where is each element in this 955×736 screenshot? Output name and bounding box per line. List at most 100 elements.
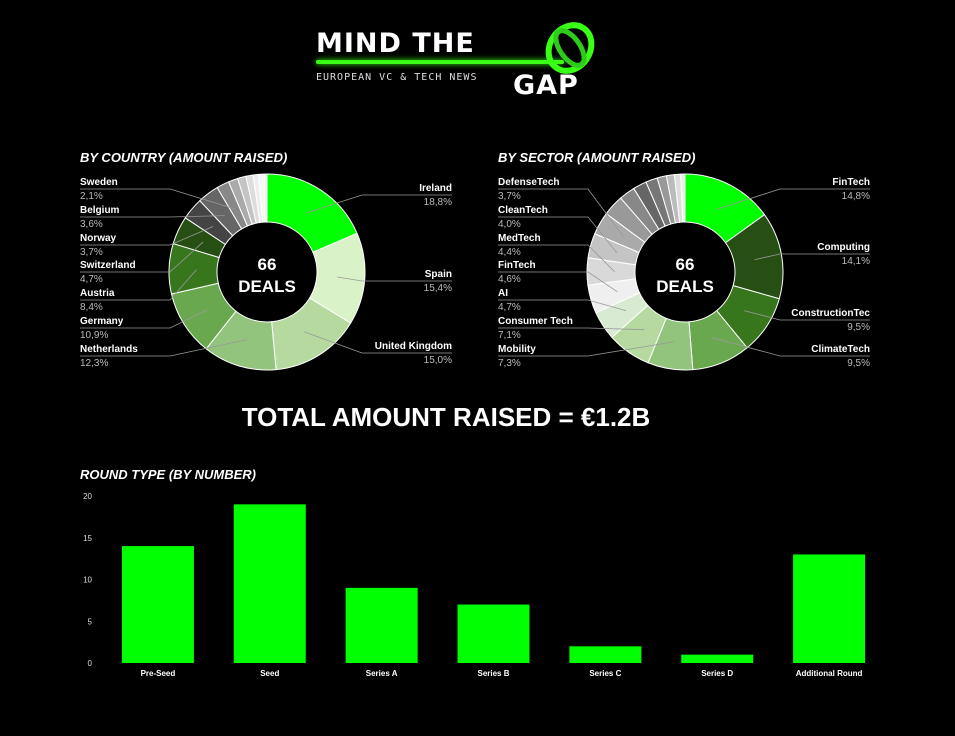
y-tick-label: 20 (83, 492, 92, 501)
bar-additional-round (793, 554, 866, 663)
leader-line (80, 188, 236, 210)
slice-label: Austria (80, 288, 115, 299)
slice-label: Switzerland (80, 260, 136, 271)
slice-percent: 15,0% (424, 355, 452, 366)
leader-line (304, 331, 452, 354)
slice-label: Belgium (80, 205, 120, 216)
x-tick-label: Series B (477, 669, 509, 678)
slice-percent: 9,5% (847, 322, 870, 333)
x-tick-label: Pre-Seed (141, 669, 176, 678)
leader-line (80, 215, 225, 218)
bar-series-d (681, 654, 754, 663)
slice-label: AI (498, 288, 508, 299)
slice-label: Sweden (80, 177, 118, 188)
slice-percent: 2,1% (80, 191, 103, 202)
leader-line (743, 310, 870, 321)
slice-label: DefenseTech (498, 177, 560, 188)
center-deals-label: DEALS (656, 277, 714, 296)
slice-percent: 4,7% (80, 274, 103, 285)
slice-label: Norway (80, 233, 117, 244)
slice-label: Germany (80, 316, 124, 327)
x-tick-label: Additional Round (796, 669, 863, 678)
logo-underline (316, 60, 564, 64)
bar-series-a (345, 587, 418, 663)
bar-pre-seed (121, 546, 194, 663)
leader-line (305, 194, 452, 214)
slice-label: CleanTech (498, 205, 548, 216)
donut-slice-other (257, 173, 268, 223)
x-tick-label: Seed (260, 669, 279, 678)
slice-label: FinTech (498, 260, 536, 271)
bar-seed (233, 504, 306, 663)
slice-label: Mobility (498, 344, 536, 355)
slice-percent: 7,3% (498, 358, 521, 369)
slice-label: Ireland (419, 183, 452, 194)
slice-label: Spain (425, 269, 452, 280)
slice-percent: 12,3% (80, 358, 108, 369)
slice-percent: 4,4% (498, 247, 521, 258)
leader-line (498, 271, 618, 293)
leader-line (80, 309, 208, 329)
slice-percent: 4,0% (498, 219, 521, 230)
total-amount-raised: TOTAL AMOUNT RAISED = €1.2B (241, 402, 651, 432)
leader-line (717, 188, 870, 210)
slice-percent: 3,7% (80, 247, 103, 258)
leader-line (498, 341, 675, 357)
leader-line (754, 253, 870, 261)
leader-line (80, 241, 204, 273)
slice-percent: 14,1% (842, 256, 870, 267)
y-tick-label: 15 (83, 534, 92, 543)
slice-label: Computing (817, 242, 870, 253)
slice-percent: 18,8% (424, 197, 452, 208)
x-tick-label: Series A (366, 669, 398, 678)
leader-line (337, 276, 452, 282)
leader-line (498, 216, 618, 254)
slice-percent: 7,1% (498, 330, 521, 341)
slice-label: United Kingdom (375, 341, 452, 352)
bar-series-c (569, 646, 642, 663)
slice-percent: 15,4% (424, 283, 452, 294)
leader-line (498, 327, 645, 331)
slice-percent: 10,9% (80, 330, 108, 341)
y-tick-label: 0 (88, 659, 93, 668)
slice-percent: 4,6% (498, 274, 521, 285)
logo-gap: GAP (513, 70, 579, 101)
x-tick-label: Series C (589, 669, 621, 678)
donut-slice-other (680, 173, 686, 223)
slice-percent: 14,8% (842, 191, 870, 202)
center-deals-number: 66 (258, 255, 277, 274)
center-deals-label: DEALS (238, 277, 296, 296)
leader-line (80, 226, 214, 246)
leader-line (80, 269, 197, 301)
slice-label: MedTech (498, 233, 541, 244)
slice-label: ConstructionTec (791, 308, 870, 319)
y-tick-label: 5 (88, 617, 93, 626)
leader-line (80, 339, 248, 357)
leader-line (498, 299, 627, 312)
x-tick-label: Series D (701, 669, 733, 678)
slice-percent: 3,7% (498, 191, 521, 202)
slice-label: Netherlands (80, 344, 138, 355)
slice-percent: 9,5% (847, 358, 870, 369)
leader-line (498, 244, 615, 272)
logo-title: MIND THE (316, 28, 475, 59)
slice-label: Consumer Tech (498, 316, 573, 327)
slice-label: FinTech (832, 177, 870, 188)
round-chart-title: ROUND TYPE (BY NUMBER) (80, 467, 256, 482)
slice-label: ClimateTech (811, 344, 870, 355)
country-chart-title: BY COUNTRY (AMOUNT RAISED) (80, 150, 288, 165)
bar-series-b (457, 604, 530, 663)
logo-subtitle: EUROPEAN VC & TECH NEWS (316, 72, 478, 83)
logo-ring-icon (545, 22, 595, 74)
leader-line (498, 188, 625, 238)
y-tick-label: 10 (83, 576, 92, 585)
slice-percent: 3,6% (80, 219, 103, 230)
slice-percent: 8,4% (80, 302, 103, 313)
sector-chart-title: BY SECTOR (AMOUNT RAISED) (498, 150, 696, 165)
leader-line (711, 337, 870, 357)
center-deals-number: 66 (676, 255, 695, 274)
